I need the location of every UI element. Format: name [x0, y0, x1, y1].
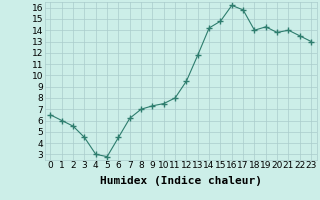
X-axis label: Humidex (Indice chaleur): Humidex (Indice chaleur) [100, 176, 262, 186]
